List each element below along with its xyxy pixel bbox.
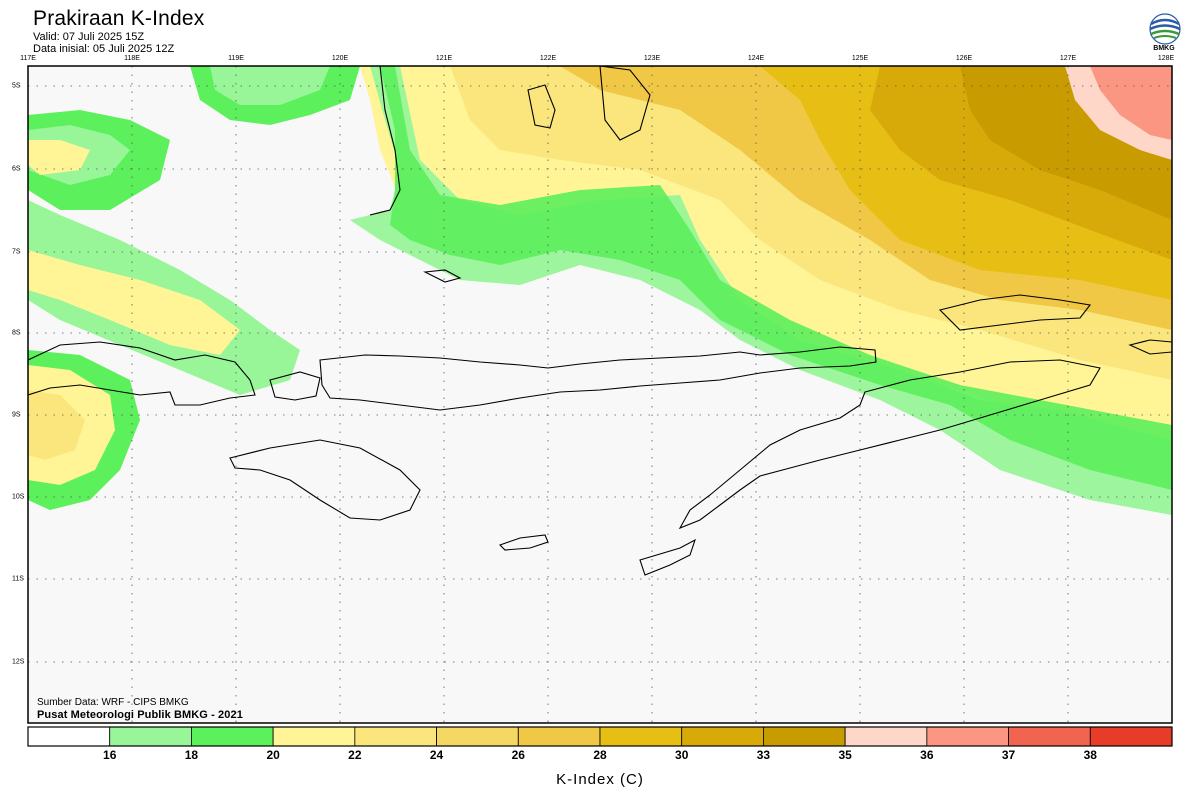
colorbar-tick-label: 36: [920, 748, 934, 762]
lon-label: 118E: [124, 55, 140, 62]
colorbar-label: K-Index (C): [556, 771, 644, 788]
colorbar-cell: [354, 726, 437, 747]
colorbar-tick-label: 20: [266, 748, 280, 762]
island-sumbawa-west: [28, 341, 256, 406]
lat-label: 10S: [12, 493, 25, 501]
colorbar-cell: [517, 726, 601, 747]
island-babar: [1128, 339, 1172, 355]
island-wetar: [938, 294, 1091, 331]
lat-label: 12S: [12, 658, 25, 666]
colorbar-cell: [599, 726, 683, 747]
lon-label: 122E: [539, 55, 557, 62]
lat-label: 9S: [12, 411, 21, 419]
island-timor: [678, 359, 1101, 530]
colorbar-tick-label: 38: [1083, 748, 1097, 762]
colorbar-cell: [1089, 726, 1173, 747]
colorbar-cell: [436, 726, 519, 747]
colorbar-tick-label: 26: [511, 748, 525, 762]
island-buton: [527, 84, 556, 129]
lon-label: 120E: [331, 55, 349, 62]
colorbar-tick-label: 22: [348, 748, 362, 762]
colorbar-tick-label: 33: [756, 748, 771, 762]
island-sawu: [498, 534, 549, 551]
colorbar-cell: [27, 726, 111, 747]
colorbar-tick-label: 37: [1001, 748, 1016, 762]
initial-data-time: Data inisial: 05 Juli 2025 12Z: [33, 43, 175, 55]
colorbar-cell: [763, 726, 846, 747]
lat-label: 6S: [12, 165, 21, 173]
island-sumba: [229, 439, 421, 521]
lat-label: 8S: [12, 329, 21, 337]
colorbar-tick-label: 30: [675, 748, 689, 762]
colorbar-cell: [191, 726, 274, 747]
coastlines: [28, 66, 1172, 576]
colorbar-cell: [844, 726, 928, 747]
colorbar-tick-label: 28: [593, 748, 607, 762]
map-frame: [27, 65, 1173, 724]
colorbar-cells: [27, 726, 1173, 747]
colorbar-tick-label: 18: [184, 748, 199, 762]
lon-label: 121E: [435, 55, 453, 62]
logo-label: BMKG: [1153, 45, 1175, 52]
lon-label: 126E: [955, 55, 973, 62]
gridlines: [28, 66, 1172, 723]
colorbar-tick-label: 16: [103, 748, 117, 762]
lon-label: 123E: [643, 55, 661, 62]
island-flores: [319, 346, 877, 411]
island-selayar: [423, 269, 462, 283]
island-buru: [599, 66, 651, 141]
lon-label: 128E: [1157, 55, 1175, 62]
lat-label: 11S: [12, 575, 24, 583]
lon-label: 124E: [747, 55, 765, 62]
lon-label: 117E: [20, 55, 36, 62]
map-title: Prakiraan K-Index: [33, 7, 205, 30]
lat-label: 5S: [12, 82, 21, 90]
island-komodo: [269, 371, 321, 401]
island-rote: [639, 538, 696, 576]
colorbar-cell: [272, 726, 356, 747]
lon-label: 125E: [851, 55, 869, 62]
data-source: Sumber Data: WRF - CIPS BMKG: [37, 697, 189, 708]
colorbar-tick-label: 24: [429, 748, 444, 762]
colorbar-cell: [109, 726, 192, 747]
colorbar-tick-label: 35: [838, 748, 852, 762]
lon-label: 119E: [228, 55, 244, 62]
lon-label: 127E: [1059, 55, 1077, 62]
colorbar-frame: [27, 726, 1173, 747]
bmkg-logo-icon: [1145, 10, 1185, 58]
lat-label: 7S: [12, 248, 21, 256]
colorbar-cell: [1008, 726, 1091, 747]
publisher-credit: Pusat Meteorologi Publik BMKG - 2021: [37, 709, 243, 721]
colorbar-cell: [681, 726, 764, 747]
coast-sulawesi-south: [369, 66, 401, 216]
colorbar-cell: [926, 726, 1009, 747]
valid-time: Valid: 07 Juli 2025 15Z: [33, 31, 145, 43]
